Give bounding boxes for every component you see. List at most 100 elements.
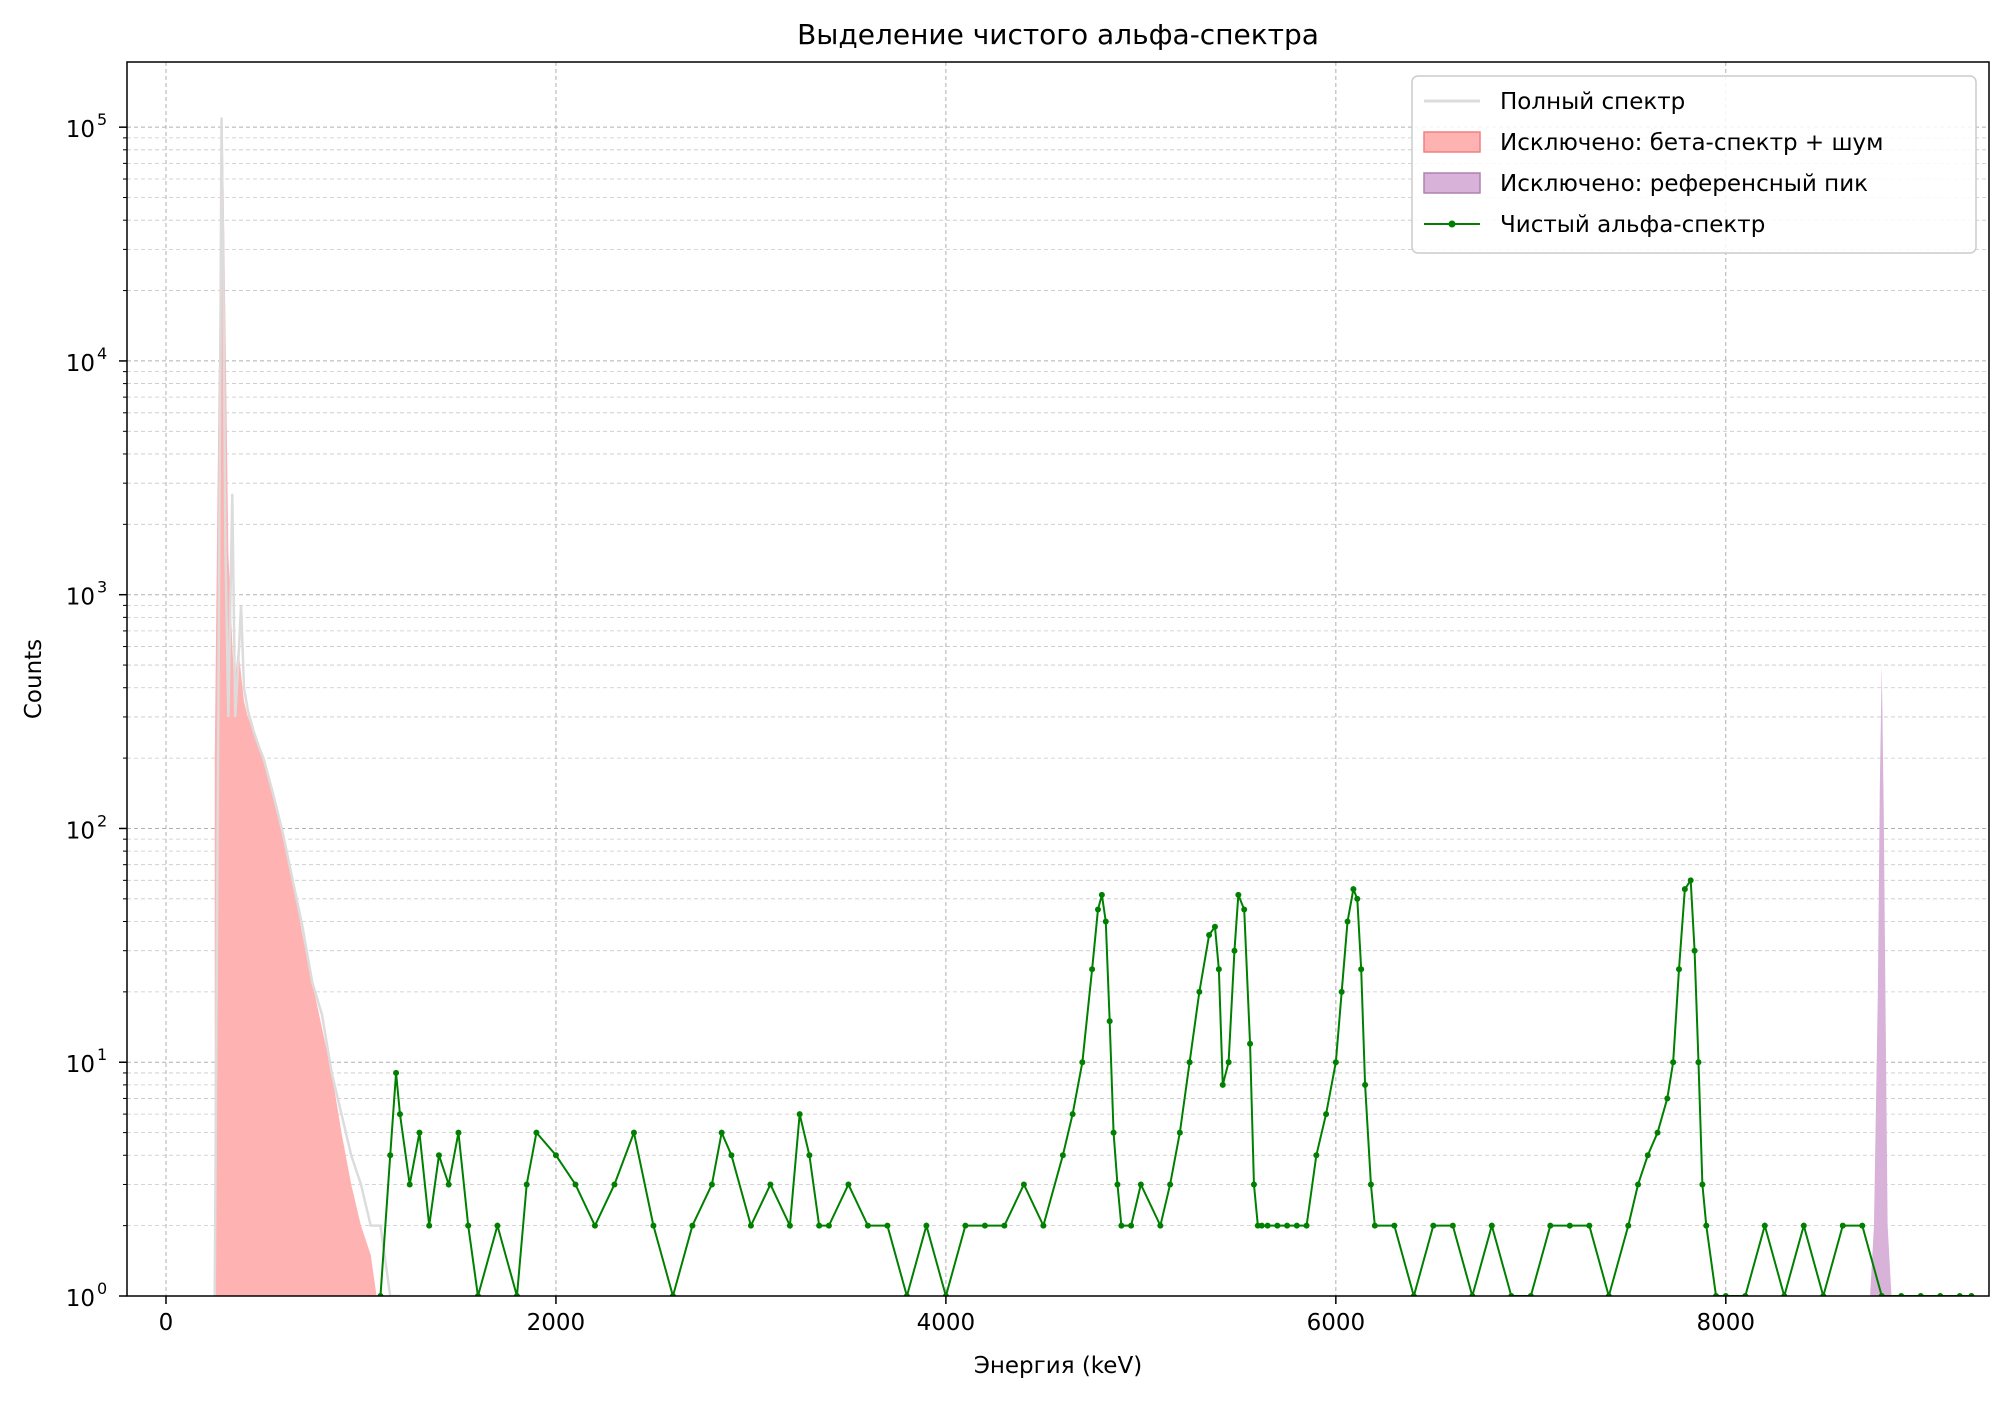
alpha-spectrum-point (1547, 1222, 1554, 1229)
alpha-spectrum-point (523, 1181, 530, 1188)
beta-spectrum-area (214, 117, 377, 1296)
alpha-spectrum-point (1241, 906, 1248, 913)
alpha-spectrum-point (1040, 1222, 1047, 1229)
y-tick-exponent: 0 (97, 1279, 107, 1298)
alpha-spectrum-point (1274, 1222, 1281, 1229)
y-tick-label: 10 (66, 351, 95, 377)
alpha-spectrum-point (387, 1152, 394, 1159)
alpha-spectrum-point (1079, 1059, 1086, 1066)
alpha-spectrum-point (1664, 1095, 1671, 1102)
y-tick-label: 10 (66, 1286, 95, 1312)
alpha-spectrum-point (396, 1111, 403, 1118)
alpha-spectrum-point (1211, 923, 1218, 930)
alpha-spectrum-point (1625, 1222, 1632, 1229)
alpha-spectrum-point (1001, 1222, 1008, 1229)
alpha-spectrum-point (962, 1222, 969, 1229)
alpha-spectrum-point (981, 1222, 988, 1229)
alpha-spectrum-point (1098, 891, 1105, 898)
alpha-spectrum-point (1215, 966, 1222, 973)
alpha-spectrum-point (1225, 1059, 1232, 1066)
alpha-spectrum-point (747, 1222, 754, 1229)
alpha-spectrum-point (1687, 877, 1694, 884)
x-tick-label: 6000 (1307, 1310, 1366, 1336)
alpha-spectrum-point (1371, 1222, 1378, 1229)
alpha-spectrum-point (1106, 1018, 1113, 1025)
alpha-spectrum-point (416, 1129, 423, 1136)
alpha-spectrum-point (1167, 1181, 1174, 1188)
x-tick-label: 0 (159, 1310, 174, 1336)
y-tick-exponent: 3 (97, 578, 107, 597)
alpha-spectrum-point (864, 1222, 871, 1229)
y-tick-exponent: 5 (97, 110, 107, 129)
x-tick-label: 4000 (917, 1310, 976, 1336)
alpha-spectrum-point (1206, 932, 1213, 939)
y-tick-exponent: 2 (97, 811, 107, 830)
alpha-spectrum-point (1313, 1152, 1320, 1159)
legend-label: Исключено: референсный пик (1500, 171, 1868, 197)
alpha-spectrum-point (630, 1129, 637, 1136)
plot-frame (126, 61, 1990, 1297)
alpha-spectrum-point (1102, 918, 1109, 925)
alpha-spectrum-point (884, 1222, 891, 1229)
alpha-spectrum-point (1691, 947, 1698, 954)
y-tick-exponent: 4 (97, 344, 107, 363)
alpha-spectrum-point (1654, 1129, 1661, 1136)
alpha-spectrum-point (1323, 1111, 1330, 1118)
alpha-spectrum-point (1059, 1152, 1066, 1159)
legend-label: Исключено: бета-спектр + шум (1500, 130, 1883, 156)
alpha-spectrum-point (1196, 988, 1203, 995)
y-tick-label: 10 (66, 117, 95, 143)
alpha-spectrum-point (1703, 1222, 1710, 1229)
alpha-spectrum-point (1761, 1222, 1768, 1229)
alpha-spectrum-point (1644, 1152, 1651, 1159)
y-tick-label: 10 (66, 585, 95, 611)
alpha-spectrum-point (708, 1181, 715, 1188)
alpha-spectrum-point (1231, 947, 1238, 954)
alpha-spectrum-point (1094, 906, 1101, 913)
x-tick-label: 2000 (527, 1310, 586, 1336)
legend-handle-reference (1423, 172, 1481, 194)
alpha-spectrum-point (1391, 1222, 1398, 1229)
alpha-spectrum-point (1859, 1222, 1866, 1229)
alpha-spectrum-point (1350, 886, 1357, 893)
alpha-spectrum-point (1176, 1129, 1183, 1136)
alpha-spectrum-point (393, 1069, 400, 1076)
alpha-spectrum-point (1354, 895, 1361, 902)
alpha-spectrum-point (1303, 1222, 1310, 1229)
alpha-spectrum-point (1488, 1222, 1495, 1229)
legend-label: Полный спектр (1500, 89, 1685, 115)
x-axis-label: Энергия (keV) (974, 1353, 1142, 1379)
alpha-spectrum-point (1338, 988, 1345, 995)
alpha-spectrum-point (1250, 1181, 1257, 1188)
alpha-spectrum-point (465, 1222, 472, 1229)
legend-box (1411, 75, 1977, 254)
alpha-spectrum-point (426, 1222, 433, 1229)
alpha-spectrum-point (591, 1222, 598, 1229)
alpha-spectrum-point (1675, 966, 1682, 973)
alpha-spectrum-point (494, 1222, 501, 1229)
alpha-spectrum-point (1020, 1181, 1027, 1188)
alpha-spectrum-point (1670, 1059, 1677, 1066)
alpha-spectrum-point (796, 1111, 803, 1118)
alpha-spectrum-point (1258, 1222, 1265, 1229)
alpha-spectrum-point (1293, 1222, 1300, 1229)
alpha-spectrum-point (1219, 1081, 1226, 1088)
alpha-spectrum-point (1362, 1081, 1369, 1088)
alpha-spectrum-point (1430, 1222, 1437, 1229)
alpha-spectrum-point (1367, 1181, 1374, 1188)
alpha-spectrum-point (445, 1181, 452, 1188)
alpha-spectrum-point (552, 1152, 559, 1159)
alpha-spectrum-point (728, 1152, 735, 1159)
alpha-spectrum-point (611, 1181, 618, 1188)
alpha-spectrum-point (1695, 1059, 1702, 1066)
y-tick-label: 10 (66, 1052, 95, 1078)
alpha-spectrum-point (816, 1222, 823, 1229)
alpha-spectrum-point (1284, 1222, 1291, 1229)
alpha-spectrum-point (718, 1129, 725, 1136)
alpha-spectrum-point (1157, 1222, 1164, 1229)
alpha-spectrum-point (1344, 918, 1351, 925)
alpha-spectrum-point (533, 1129, 540, 1136)
alpha-spectrum-point (1128, 1222, 1135, 1229)
